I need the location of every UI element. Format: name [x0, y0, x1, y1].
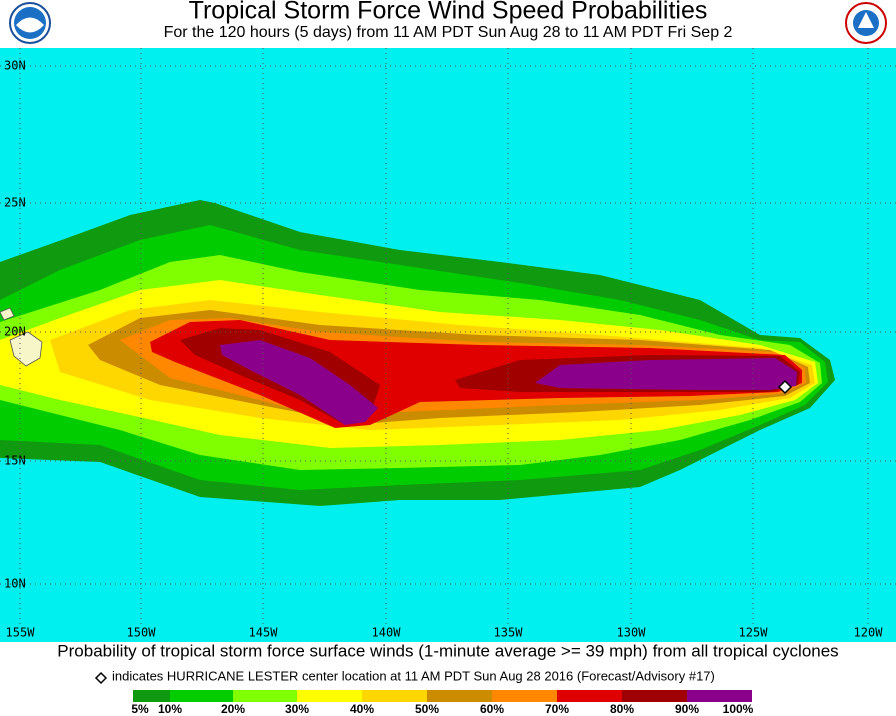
graticule: 30N 25N 20N 15N 10N 155W 150W 145W 140W 135W 130W 1…: [0, 48, 896, 640]
legend-swatch: [133, 690, 170, 702]
legend-label: 30%: [285, 702, 309, 716]
lat-label: 15N: [4, 454, 26, 468]
lat-label: 20N: [4, 325, 26, 339]
lat-label: 10N: [4, 577, 26, 591]
lat-label: 25N: [4, 196, 26, 210]
legend-swatch: [170, 690, 233, 702]
title: Tropical Storm Force Wind Speed Probabil…: [189, 0, 708, 25]
legend-label: 10%: [158, 702, 182, 716]
legend-label: 50%: [415, 702, 439, 716]
legend-label: 70%: [545, 702, 569, 716]
note: indicates HURRICANE LESTER center locati…: [112, 668, 715, 683]
lon-label: 135W: [494, 626, 524, 640]
legend-label: 5%: [131, 702, 149, 716]
lat-label: 30N: [4, 59, 26, 73]
lon-label: 130W: [617, 626, 647, 640]
subtitle: For the 120 hours (5 days) from 11 AM PD…: [164, 24, 733, 41]
legend-swatch: [427, 690, 492, 702]
legend-label: 80%: [610, 702, 634, 716]
note-symbol: [94, 671, 108, 685]
lon-label: 125W: [739, 626, 769, 640]
legend-label: 100%: [723, 702, 754, 716]
lon-label: 140W: [372, 626, 402, 640]
legend-label: 60%: [480, 702, 504, 716]
legend-label: 20%: [221, 702, 245, 716]
caption: Probability of tropical storm force surf…: [57, 641, 838, 660]
legend-swatch: [687, 690, 752, 702]
legend-swatch: [362, 690, 427, 702]
legend-label: 40%: [350, 702, 374, 716]
lon-label: 145W: [249, 626, 279, 640]
legend-swatch: [557, 690, 622, 702]
legend-label: 90%: [675, 702, 699, 716]
legend-swatch: [297, 690, 362, 702]
storm-center: [777, 379, 793, 395]
hawaii: [0, 307, 43, 367]
legend-swatch: [622, 690, 687, 702]
lon-label: 155W: [6, 626, 36, 640]
lon-label: 120W: [854, 626, 884, 640]
noaa-logo: [9, 2, 51, 44]
nws-logo: [845, 2, 887, 44]
contour: [220, 340, 797, 425]
lon-label: 150W: [127, 626, 157, 640]
legend-swatch: [233, 690, 297, 702]
probability-contours: [0, 200, 835, 506]
legend: 5% 10% 20% 30% 40% 50% 60% 70% 80% 90% 100%: [131, 690, 754, 716]
legend-swatch: [492, 690, 557, 702]
